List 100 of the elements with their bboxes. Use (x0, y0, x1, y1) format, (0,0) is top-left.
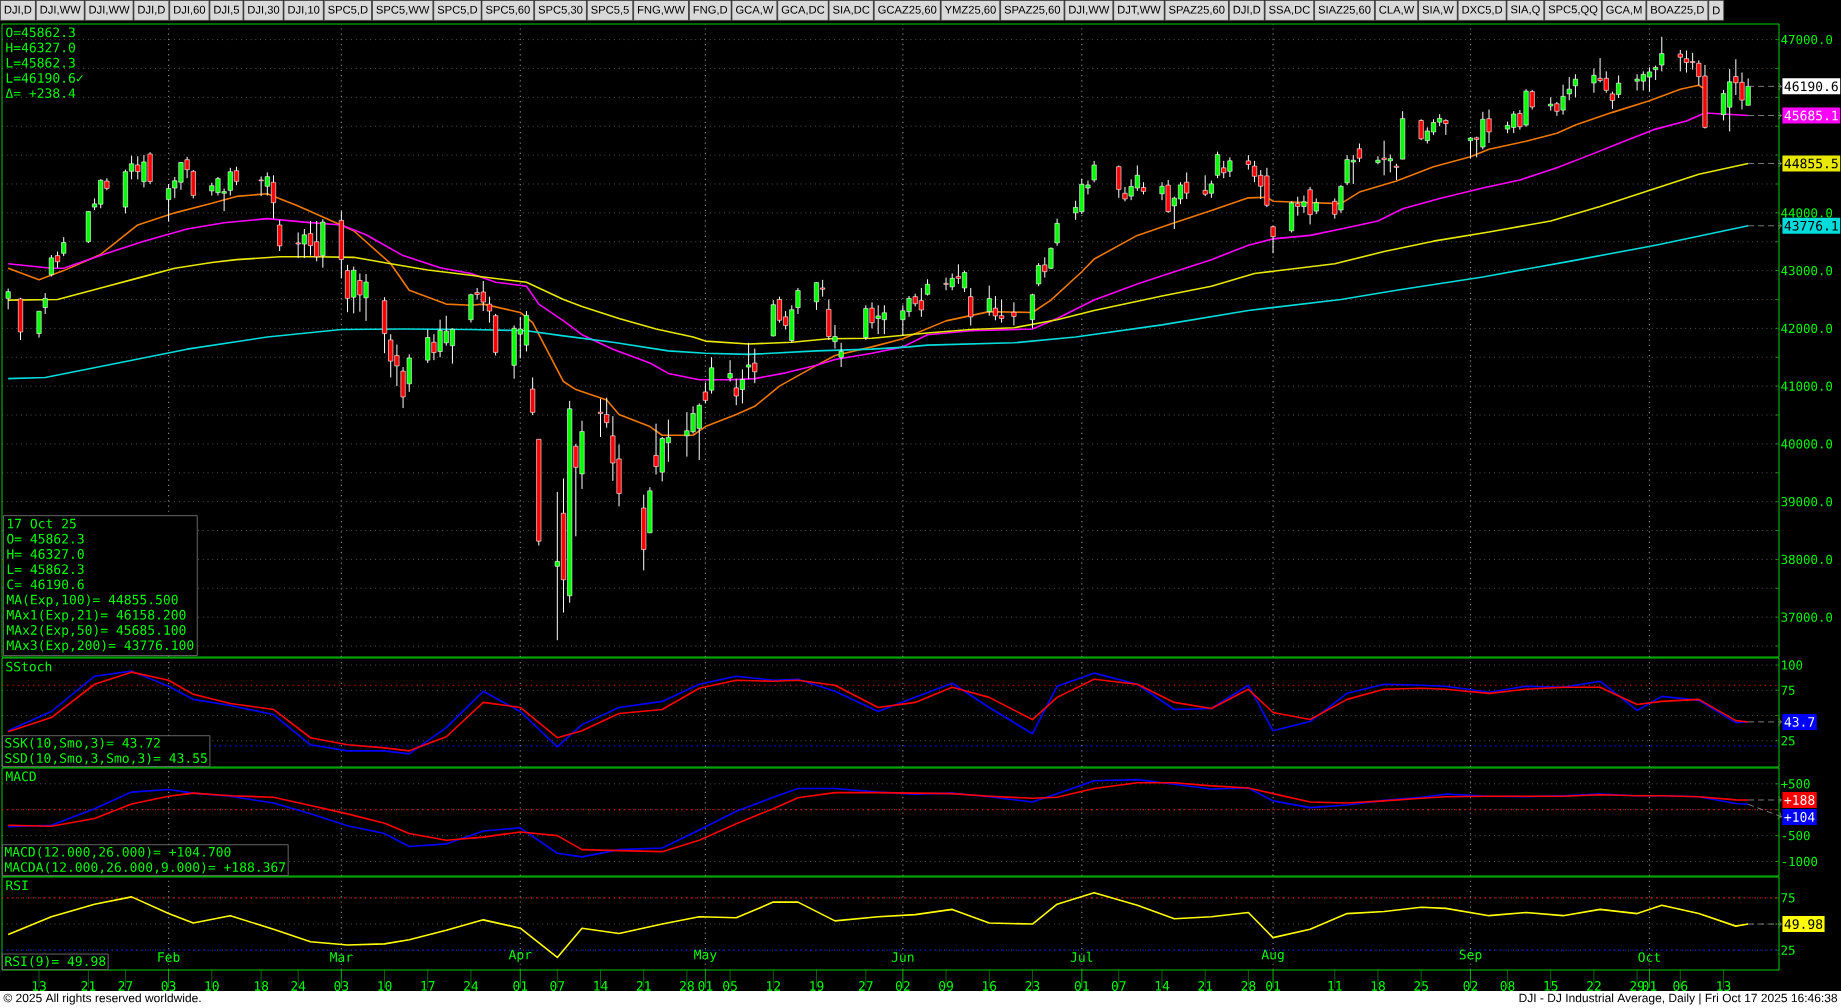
x-tick-label: 08 (1500, 981, 1515, 991)
text: FNG,WW (638, 5, 685, 16)
candlestick (1677, 49, 1683, 72)
candlestick (604, 397, 610, 429)
x-tick-label: 05 (723, 981, 737, 991)
x2-tick-label: Mar (330, 952, 353, 962)
x-tick-label: 06 (1673, 981, 1688, 991)
candlestick (1356, 143, 1362, 163)
x-tick-label: 10 (205, 981, 219, 991)
y-tick-label: 39000.0 (1781, 496, 1833, 507)
line-series (7, 112, 1749, 381)
chart-title: RSI (6, 880, 28, 891)
annotation: 43776.1 (1784, 220, 1838, 231)
text: YMZ25,60 (944, 5, 996, 16)
candlestick (968, 287, 974, 326)
annotation: Δ= +238.4 (5, 88, 76, 99)
x-tick-label: 01 (1266, 981, 1280, 991)
candlestick (42, 292, 48, 315)
x-tick-label: 11 (1328, 981, 1342, 991)
y-tick-label: +500 (1781, 779, 1810, 789)
text: BOAZ25,D (1651, 5, 1704, 16)
candlestick (1659, 36, 1665, 72)
x-tick-label: 01 (698, 981, 713, 991)
text: GCA,DC (781, 5, 825, 16)
text: DJI - DJ Industrial Average, Daily | Fri Oct 17 2025 16:46:38 (1519, 993, 1838, 1005)
annotation: 49.98 (1784, 919, 1823, 929)
y-tick-label: 42000.0 (1781, 323, 1833, 334)
x-tick-label: 02 (895, 981, 910, 991)
x-tick-label: 01 (1642, 981, 1657, 991)
text: D (1713, 6, 1720, 15)
x-tick-label: 07 (550, 981, 565, 991)
candlestick (1566, 76, 1572, 101)
text: DJI,5 (214, 5, 240, 15)
text: SIAZ25,60 (1318, 5, 1371, 16)
x-tick-label: 18 (1371, 981, 1385, 991)
candlestick (795, 287, 801, 315)
annotation: C= 46190.6 (7, 579, 84, 590)
candlestick (5, 288, 11, 310)
annotation: +104 (1784, 812, 1815, 822)
x2-tick-label: Apr (508, 949, 532, 962)
annotation: H=46327.0 (6, 42, 75, 53)
candlestick (530, 376, 536, 416)
x-tick-label: 14 (594, 981, 608, 991)
x-tick-label: 09 (939, 981, 953, 991)
annotation: MAx3(Exp,200)= 43776.100 (6, 640, 194, 653)
text: DXC5,D (1462, 5, 1503, 16)
x-tick-label: 21 (81, 981, 96, 991)
annotation: MAx2(Exp,50)= 45685.100 (6, 624, 186, 638)
x-tick-label: 17 (421, 981, 435, 991)
text: GCA,M (1606, 5, 1642, 16)
x-tick-label: 01 (513, 981, 528, 991)
y-tick-label: 25 (1781, 945, 1795, 955)
candlestick (727, 359, 733, 383)
annotation: 17 Oct 25 (7, 518, 76, 529)
x-tick-label: 23 (1025, 981, 1040, 991)
y-tick-label: 100 (1782, 660, 1803, 670)
annotation: 45685.1 (1784, 110, 1838, 121)
annotation: L=45862.3 (6, 57, 75, 68)
text: DJI,30 (248, 5, 280, 16)
annotation: MACDA(12.000,26.000,9.000)= +188.367 (4, 861, 286, 874)
x-tick-label: 22 (1587, 981, 1601, 991)
y-tick-label: 75 (1781, 685, 1795, 695)
y-tick-label: 25 (1781, 736, 1795, 746)
annotation: H= 46327.0 (7, 549, 84, 559)
x-tick-label: 12 (767, 981, 780, 991)
annotation: L=46190.6✓ (6, 72, 83, 83)
y-tick-label: -500 (1782, 830, 1810, 841)
y-tick-label: -1000 (1782, 856, 1818, 867)
annotation: MACD(12.000,26.000)= +104.700 (4, 846, 231, 859)
x-tick-label: 07 (1111, 981, 1126, 991)
text: DJI,WW (89, 5, 130, 15)
x-tick-label: 25 (1414, 981, 1428, 991)
y-tick-label: 43000.0 (1781, 265, 1833, 276)
x-tick-label: 03 (161, 981, 176, 991)
text: DJI,D (138, 5, 165, 15)
annotation: 43.7 (1784, 716, 1815, 727)
text: SIA,W (1422, 5, 1454, 16)
x2-tick-label: May (694, 949, 717, 962)
annotation: SSD(10,Smo,3,Smo,3)= 43.55 (5, 752, 207, 765)
candlestick (61, 236, 67, 257)
y-tick-label: 44000.0 (1781, 208, 1833, 218)
text: SSA,DC (1269, 5, 1310, 16)
candlestick (1011, 301, 1017, 326)
text: DJT,WW (1118, 5, 1161, 15)
text: GCA,W (736, 5, 774, 16)
candlestick (709, 356, 715, 395)
candlestick (702, 382, 708, 404)
annotation: RSI(9)= 49.98 (5, 956, 106, 968)
annotation: O=45862.3 (6, 27, 75, 38)
x2-tick-label: Jul (1070, 951, 1093, 962)
candlestick (1572, 73, 1578, 98)
text: DJI,D (4, 5, 32, 15)
x-tick-label: 24 (291, 981, 306, 991)
x-tick-label: 16 (982, 981, 997, 991)
y-tick-label: 41000.0 (1781, 381, 1833, 391)
y-tick-label: 47000.0 (1781, 34, 1833, 45)
text: DJI,D (1233, 5, 1261, 15)
text: SPC5,WW (376, 5, 430, 16)
candlestick (838, 342, 844, 368)
text: © 2025 All rights reserved worldwide. (3, 993, 201, 1005)
